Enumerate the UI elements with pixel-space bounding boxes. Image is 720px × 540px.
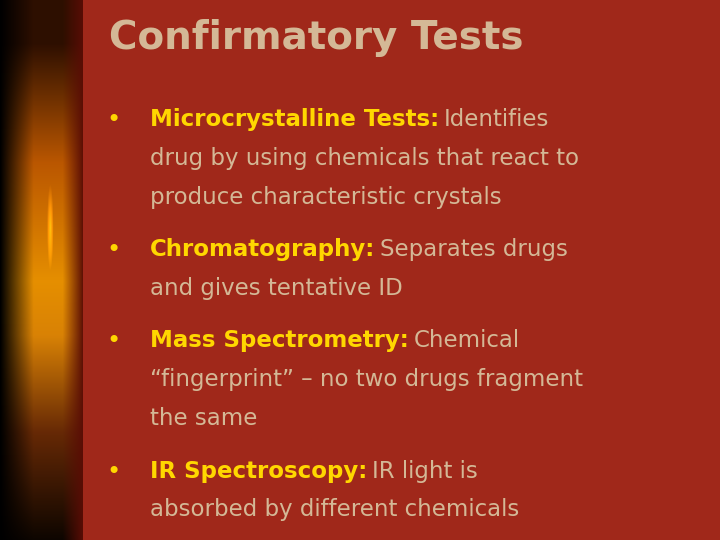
Text: •: • [106, 108, 120, 132]
Text: Mass Spectrometry:: Mass Spectrometry: [150, 329, 409, 353]
Text: •: • [106, 329, 120, 353]
Text: •: • [106, 460, 120, 483]
Text: the same: the same [150, 407, 258, 430]
Text: absorbed by different chemicals: absorbed by different chemicals [150, 498, 519, 522]
Text: Identifies: Identifies [444, 108, 549, 131]
Text: Chemical: Chemical [414, 329, 520, 353]
Text: and gives tentative ID: and gives tentative ID [150, 277, 402, 300]
Text: “fingerprint” – no two drugs fragment: “fingerprint” – no two drugs fragment [150, 368, 583, 392]
Text: IR light is: IR light is [372, 460, 478, 483]
Text: Confirmatory Tests: Confirmatory Tests [109, 19, 523, 57]
Text: Separates drugs: Separates drugs [380, 238, 568, 261]
Text: Microcrystalline Tests:: Microcrystalline Tests: [150, 108, 439, 131]
Text: produce characteristic crystals: produce characteristic crystals [150, 186, 502, 209]
Text: IR Spectroscopy:: IR Spectroscopy: [150, 460, 367, 483]
Text: •: • [106, 238, 120, 262]
Text: Chromatography:: Chromatography: [150, 238, 375, 261]
Text: drug by using chemicals that react to: drug by using chemicals that react to [150, 147, 579, 170]
